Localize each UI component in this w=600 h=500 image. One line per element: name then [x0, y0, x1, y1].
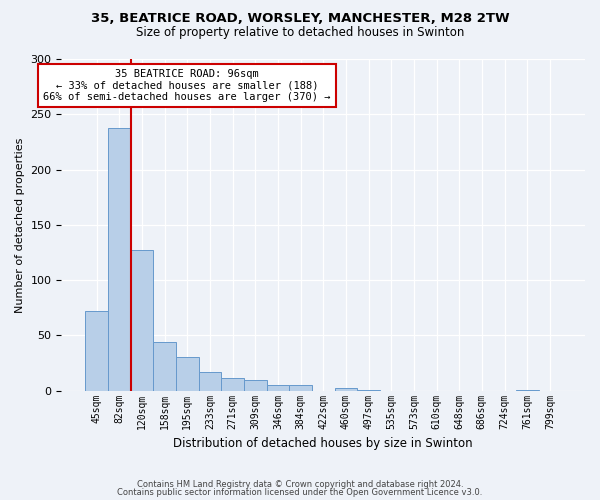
Bar	[289, 385, 312, 390]
Text: Size of property relative to detached houses in Swinton: Size of property relative to detached ho…	[136, 26, 464, 39]
Bar	[244, 380, 266, 390]
Text: Contains HM Land Registry data © Crown copyright and database right 2024.: Contains HM Land Registry data © Crown c…	[137, 480, 463, 489]
Bar	[131, 250, 153, 390]
Text: 35 BEATRICE ROAD: 96sqm
← 33% of detached houses are smaller (188)
66% of semi-d: 35 BEATRICE ROAD: 96sqm ← 33% of detache…	[43, 69, 331, 102]
Bar	[266, 385, 289, 390]
Bar	[176, 358, 199, 390]
Bar	[85, 311, 108, 390]
Bar	[221, 378, 244, 390]
Y-axis label: Number of detached properties: Number of detached properties	[15, 137, 25, 312]
Bar	[153, 342, 176, 390]
Bar	[199, 372, 221, 390]
Text: 35, BEATRICE ROAD, WORSLEY, MANCHESTER, M28 2TW: 35, BEATRICE ROAD, WORSLEY, MANCHESTER, …	[91, 12, 509, 26]
Text: Contains public sector information licensed under the Open Government Licence v3: Contains public sector information licen…	[118, 488, 482, 497]
Bar	[335, 388, 357, 390]
Bar	[108, 128, 131, 390]
X-axis label: Distribution of detached houses by size in Swinton: Distribution of detached houses by size …	[173, 437, 473, 450]
